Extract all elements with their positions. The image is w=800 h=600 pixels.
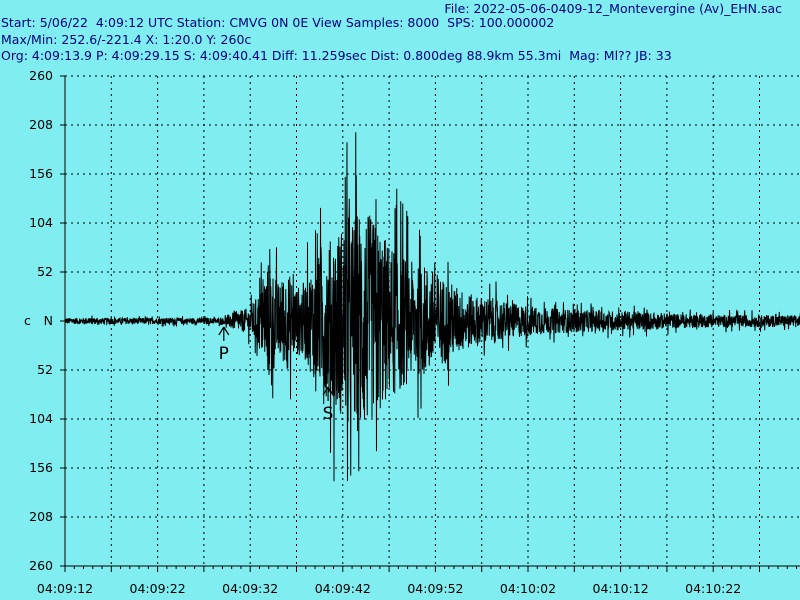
seismic-trace — [64, 132, 800, 482]
pick-p-label: P — [219, 344, 229, 364]
y-tick-label: 52 — [37, 264, 53, 279]
origin-picks-info: Org: 4:09:13.9 P: 4:09:29.15 S: 4:09:40.… — [1, 48, 672, 63]
pick-p-marker: P — [218, 326, 230, 364]
y-tick-label: 104 — [29, 411, 53, 426]
x-tick-label: 04:09:12 — [37, 581, 93, 596]
x-axis: 04:09:12 04:09:22 04:09:32 04:09:42 04:09:52… — [37, 566, 798, 596]
y-tick-label: 260 — [29, 558, 53, 573]
x-tick-label: 04:10:12 — [593, 581, 649, 596]
x-tick-label: 04:09:22 — [130, 581, 186, 596]
x-tick-label: 04:09:52 — [407, 581, 463, 596]
pick-s-marker: S — [322, 386, 334, 424]
y-tick-label: N — [44, 313, 53, 328]
pick-s-label: S — [323, 404, 334, 424]
plot-grid — [64, 75, 800, 567]
x-tick-label: 04:09:42 — [315, 581, 371, 596]
y-tick-label: 156 — [29, 460, 53, 475]
max-min-scale-info: Max/Min: 252.6/-221.4 X: 1:20.0 Y: 260c — [1, 32, 252, 47]
y-tick-label: 52 — [37, 362, 53, 377]
y-tick-label: 260 — [29, 68, 53, 83]
x-tick-label: 04:10:02 — [500, 581, 556, 596]
x-tick-label: 04:09:32 — [222, 581, 278, 596]
x-tick-label: 04:10:22 — [685, 581, 741, 596]
y-tick-label: 208 — [29, 117, 53, 132]
zero-prefix-label: c — [24, 313, 31, 328]
y-tick-label: 156 — [29, 166, 53, 181]
start-station-info: Start: 5/06/22 4:09:12 UTC Station: CMVG… — [1, 15, 555, 30]
y-axis: 260 208 156 104 52 Nc 52 104 156 208 260 — [24, 68, 65, 573]
file-name-label: File: 2022-05-06-0409-12_Montevergine (A… — [444, 1, 782, 16]
y-tick-label: 208 — [29, 509, 53, 524]
y-tick-label: 104 — [29, 215, 53, 230]
phase-picks: PS — [218, 326, 334, 424]
